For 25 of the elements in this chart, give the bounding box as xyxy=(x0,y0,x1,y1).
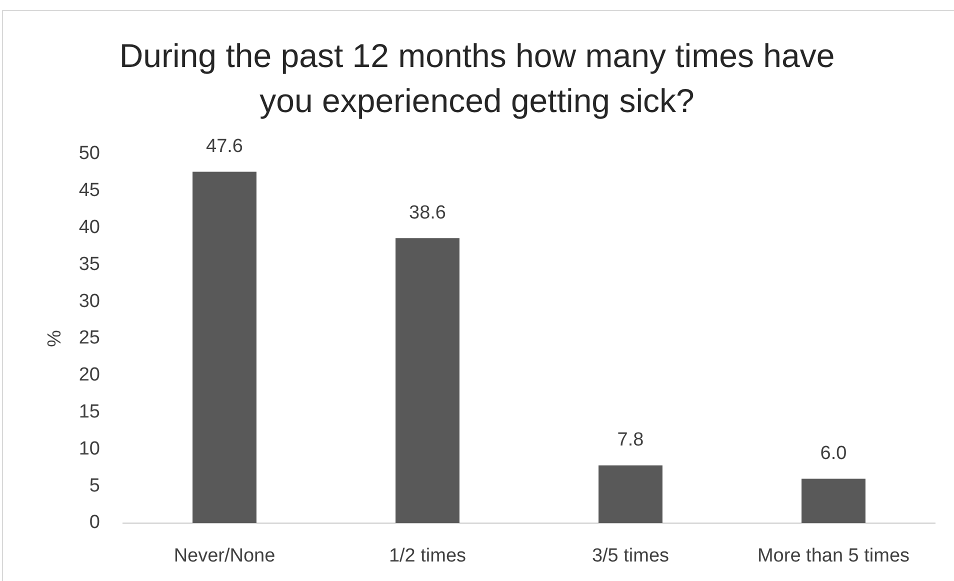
y-tick-label: 50 xyxy=(78,143,100,164)
bar xyxy=(192,172,256,523)
data-label: 6.0 xyxy=(820,442,847,464)
data-label: 38.6 xyxy=(409,202,446,224)
x-tick-label: 1/2 times xyxy=(388,546,466,567)
chart-title: During the past 12 months how many times have you experienced getting sick? xyxy=(118,36,836,121)
y-tick-label: 10 xyxy=(78,438,100,460)
x-tick-label: Never/None xyxy=(174,546,276,567)
data-label: 47.6 xyxy=(206,136,243,157)
x-tick-label: 3/5 times xyxy=(592,546,670,567)
y-axis-title: % xyxy=(44,330,66,347)
bar xyxy=(802,478,866,523)
y-tick-label: 25 xyxy=(78,328,100,349)
y-tick-label: 15 xyxy=(78,402,100,423)
data-label: 7.8 xyxy=(617,430,644,451)
y-tick-label: 20 xyxy=(78,364,100,386)
y-tick-label: 40 xyxy=(78,217,100,238)
bar xyxy=(396,238,460,523)
y-tick-label: 30 xyxy=(78,290,100,312)
y-tick-label: 35 xyxy=(78,254,100,275)
x-tick-label: More than 5 times xyxy=(757,546,910,567)
y-tick-label: 0 xyxy=(89,512,100,534)
bar xyxy=(598,465,662,523)
y-tick-label: 5 xyxy=(89,475,100,496)
y-tick-label: 45 xyxy=(78,180,100,202)
